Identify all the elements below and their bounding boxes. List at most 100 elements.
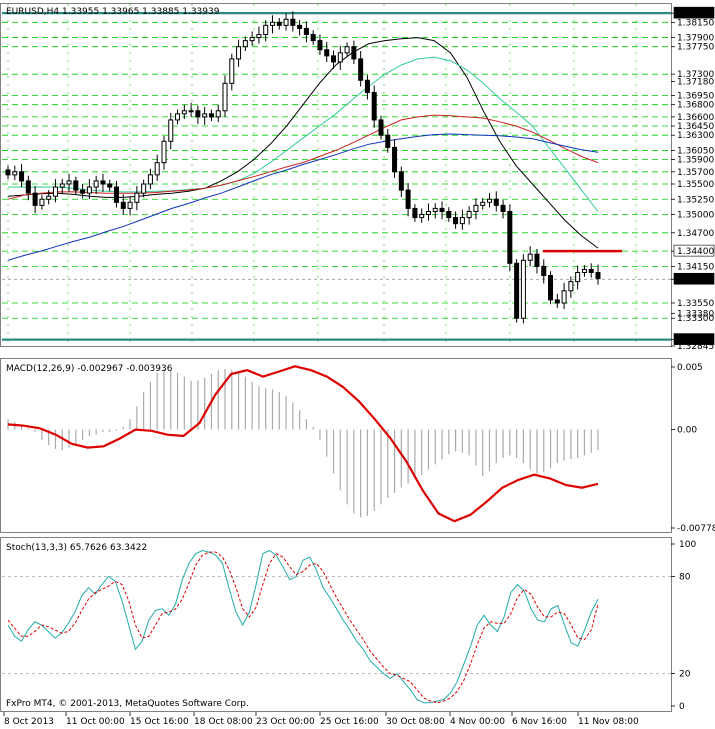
candle-body [453,217,459,225]
stoch-axis: 100 80 20 0 [671,540,696,712]
time-label: 6 Nov 16:00 [512,717,567,727]
time-axis: 8 Oct 2013 11 Oct 00:00 15 Oct 16:00 18 Oct… [3,712,639,727]
price-label: 1.37300 [677,70,714,80]
price-label: 1.35000 [677,211,714,221]
candle-body [100,180,106,185]
price-label: 1.36450 [677,122,714,132]
candle-body [175,113,181,121]
candle-body [263,24,269,36]
candle-body [358,58,364,81]
price-label: 1.38300 [677,9,714,19]
price-label: 1.36950 [677,92,714,102]
candle-body [459,217,465,225]
copyright-text: FxPro MT4, © 2001-2013, MetaQuotes Softw… [6,699,249,709]
candle-body [256,34,262,39]
time-label: 11 Oct 00:00 [66,717,125,727]
candle-body [222,82,228,112]
candle-body [378,119,384,136]
candle-body [507,210,513,264]
candle-body [439,207,445,212]
candle-body [25,180,31,194]
stoch-levels [2,576,671,674]
candle-body [229,58,235,84]
candle-body [500,204,506,212]
candle-body [154,162,160,176]
candle-body [276,21,282,26]
time-label: 18 Oct 08:00 [194,717,253,727]
candle-body [161,140,167,164]
time-label: 11 Nov 08:00 [578,717,639,727]
candle-body [534,253,540,267]
candle-body [134,192,140,203]
price-label: 1.36300 [677,131,714,141]
candle-body [195,110,201,118]
candle-body [5,169,11,176]
candle-body [398,171,404,191]
candle-body [581,268,587,273]
price-label-box [673,244,715,257]
price-label: 1.35250 [677,195,714,205]
price-label: 1.36600 [677,113,714,123]
macd-pane-frame [0,358,672,533]
macd-title: MACD(12,26,9) -0.002967 -0.003936 [6,364,173,374]
candle-body [188,110,194,113]
candle-body [66,180,72,185]
candle-body [249,37,255,42]
candle-body [575,271,581,283]
candle-body [317,40,323,51]
candle-body [486,198,492,203]
price-label: 1.38150 [677,18,714,28]
candle-body [351,46,357,60]
price-label: 1.36050 [677,146,714,156]
stoch-label: 20 [679,670,691,680]
candle-body [236,46,242,60]
ma-line [8,56,599,212]
candle-body [46,195,52,200]
candle-body [80,189,86,194]
price-label: 1.34150 [677,262,714,272]
macd-signal-line [7,365,599,523]
candle-body [371,91,377,121]
price-label: 1.32950 [677,336,714,346]
ma-line [7,114,599,200]
time-label: 4 Nov 00:00 [450,717,505,727]
time-label: 23 Oct 00:00 [256,717,315,727]
candle-body [290,18,296,26]
stoch-signal-line [7,551,599,704]
time-label: 25 Oct 16:00 [320,717,379,727]
candlesticks [5,11,601,324]
price-label: 1.34700 [677,229,714,239]
time-label: 8 Oct 2013 [4,717,54,727]
candle-body [107,183,113,188]
macd-histogram [7,368,599,518]
candle-body [242,40,248,48]
price-label: 1.35500 [677,180,714,190]
time-label: 30 Oct 08:00 [386,717,445,727]
macd-axis: 0.005 0.00 -0.00778 [671,363,715,534]
candle-body [19,171,25,182]
candle-body [568,281,574,292]
price-label: 1.32845 [677,342,714,352]
candle-body [120,201,126,209]
price-levels [2,12,671,341]
candle-body [215,110,221,118]
candle-body [337,52,343,63]
candle-body [12,171,18,176]
candle-body [405,189,411,209]
candle-body [297,24,303,29]
stoch-lines [7,549,599,704]
macd-label: 0.00 [677,426,697,436]
candle-body [32,192,38,206]
candle-body [141,183,147,194]
stoch-pane-frame [0,537,672,712]
candle-body [86,186,92,194]
candle-body [432,207,438,212]
price-label-box [673,6,715,19]
stoch-title: Stoch(13,3,3) 65.7626 63.3422 [6,543,147,553]
candle-body [344,46,350,54]
moving-averages [7,37,599,261]
candle-body [412,207,418,219]
